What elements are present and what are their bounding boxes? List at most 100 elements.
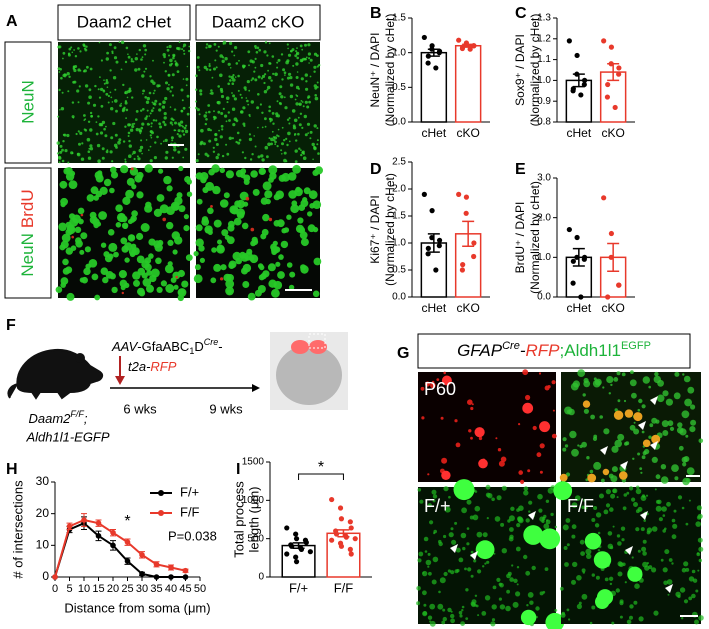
cell bbox=[259, 103, 262, 106]
cell bbox=[466, 499, 472, 505]
construct-part: 1 bbox=[189, 346, 194, 356]
cell bbox=[303, 187, 311, 195]
y-tick-label: 0 bbox=[42, 569, 49, 583]
data-point bbox=[460, 262, 466, 268]
cell bbox=[300, 238, 309, 247]
cell bbox=[300, 149, 302, 152]
cell bbox=[295, 76, 299, 79]
cell bbox=[216, 245, 225, 254]
x-tick-label: cKO bbox=[601, 301, 624, 315]
cell bbox=[467, 567, 472, 572]
y-axis-label: NeuN⁺ / DAPI bbox=[368, 32, 382, 107]
cell bbox=[637, 506, 643, 512]
cell bbox=[186, 112, 190, 116]
cell bbox=[250, 100, 254, 104]
cell bbox=[662, 390, 669, 397]
cell bbox=[626, 619, 632, 625]
cell bbox=[151, 101, 154, 104]
cell bbox=[226, 152, 230, 156]
cell bbox=[228, 75, 231, 78]
y-tick-label: 0.0 bbox=[392, 117, 406, 128]
cell bbox=[204, 122, 207, 126]
cell bbox=[62, 140, 65, 143]
cell bbox=[213, 263, 222, 272]
cell bbox=[425, 559, 432, 566]
cell bbox=[291, 48, 295, 52]
cell bbox=[130, 167, 134, 171]
cell bbox=[442, 616, 447, 622]
cell bbox=[128, 139, 131, 143]
cell bbox=[220, 124, 224, 128]
cell bbox=[475, 540, 495, 560]
cell bbox=[110, 107, 114, 111]
cell bbox=[593, 551, 612, 569]
cell bbox=[285, 137, 288, 140]
cell bbox=[254, 57, 257, 61]
cell bbox=[130, 60, 133, 63]
cell bbox=[172, 54, 175, 58]
cell bbox=[208, 110, 211, 114]
cell bbox=[307, 43, 311, 47]
cell bbox=[481, 611, 487, 616]
cell bbox=[261, 74, 266, 78]
cell bbox=[74, 55, 78, 58]
cell bbox=[207, 127, 211, 132]
cell bbox=[554, 609, 558, 612]
cell bbox=[539, 421, 551, 433]
cell bbox=[242, 106, 246, 110]
cell bbox=[528, 500, 533, 505]
cell bbox=[177, 122, 181, 126]
cell bbox=[459, 614, 463, 618]
cell bbox=[424, 550, 428, 553]
cell bbox=[582, 571, 585, 574]
cell bbox=[577, 369, 586, 377]
cell bbox=[62, 57, 64, 60]
cell bbox=[316, 139, 319, 142]
cell bbox=[294, 187, 303, 197]
cell bbox=[207, 44, 212, 49]
data-point bbox=[608, 44, 615, 50]
cell bbox=[482, 532, 488, 538]
construct-part: - bbox=[218, 339, 222, 354]
cell bbox=[672, 523, 678, 529]
cell bbox=[164, 96, 168, 101]
cell bbox=[484, 595, 491, 601]
construct-part: -GfaABC bbox=[137, 339, 189, 354]
cell bbox=[145, 115, 149, 118]
cell bbox=[281, 172, 291, 182]
cell bbox=[78, 142, 81, 146]
cell bbox=[251, 238, 259, 246]
cell bbox=[515, 546, 521, 552]
cell bbox=[314, 86, 318, 90]
cell bbox=[443, 486, 449, 492]
cell bbox=[77, 68, 81, 72]
cell bbox=[265, 198, 271, 205]
panel-letter: D bbox=[370, 161, 382, 178]
cell bbox=[288, 140, 291, 143]
cell bbox=[661, 420, 669, 428]
arrowhead bbox=[600, 446, 608, 455]
cell bbox=[492, 585, 497, 590]
error-bar bbox=[572, 73, 585, 88]
cell bbox=[264, 125, 267, 128]
cell bbox=[274, 143, 277, 146]
cell bbox=[124, 257, 130, 263]
cell bbox=[100, 59, 103, 62]
cell bbox=[583, 408, 590, 414]
cell bbox=[152, 59, 154, 62]
data-point bbox=[284, 551, 290, 557]
cell bbox=[272, 240, 278, 246]
cell bbox=[271, 55, 275, 58]
cell bbox=[103, 251, 110, 258]
cell bbox=[304, 58, 307, 61]
cell bbox=[260, 154, 264, 158]
cell bbox=[305, 87, 309, 91]
cell bbox=[616, 496, 619, 499]
cell bbox=[249, 158, 253, 161]
row-label: NeuN bbox=[18, 80, 37, 123]
error-bar bbox=[337, 529, 350, 538]
cell bbox=[241, 267, 248, 275]
cell bbox=[637, 452, 641, 456]
cell bbox=[58, 45, 62, 49]
cell bbox=[232, 74, 235, 77]
